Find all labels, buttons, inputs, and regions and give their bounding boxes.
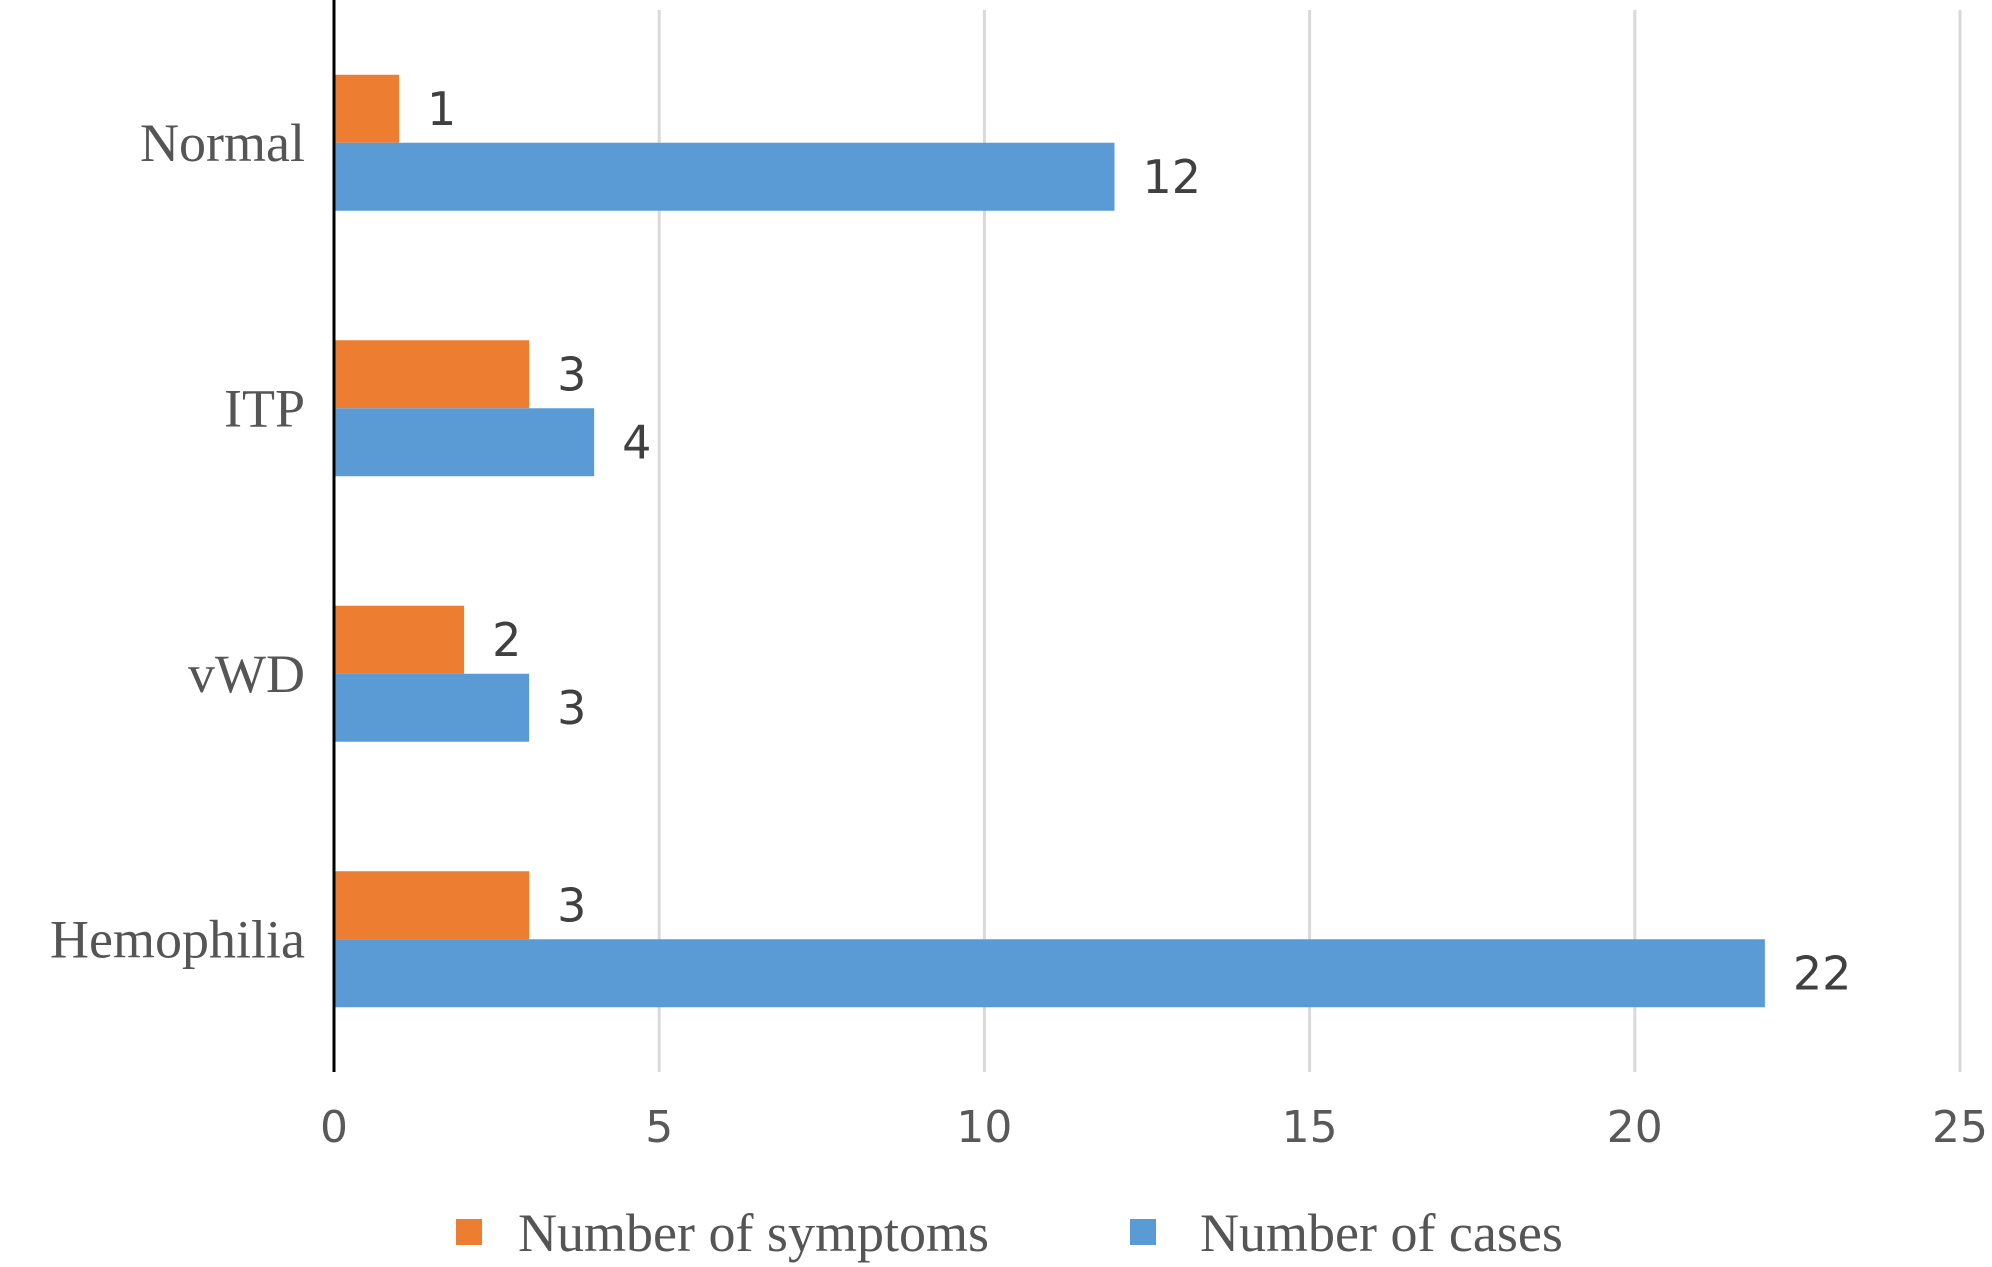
- x-tick-label: 0: [320, 1102, 348, 1153]
- legend: Number of symptoms Number of cases: [456, 1203, 1563, 1263]
- data-label: 3: [557, 347, 586, 401]
- bar-number-of-symptoms: [334, 605, 465, 674]
- bars: [334, 74, 1765, 1008]
- category-label: Normal: [140, 113, 305, 173]
- data-label: 3: [557, 681, 586, 735]
- legend-swatch-number-of-cases: [1130, 1219, 1156, 1245]
- bar-number-of-cases: [334, 142, 1115, 211]
- bar-number-of-symptoms: [334, 74, 400, 143]
- category-label: vWD: [188, 644, 305, 704]
- data-label: 2: [492, 613, 521, 667]
- legend-swatch-number-of-symptoms: [456, 1219, 482, 1245]
- legend-label: Number of symptoms: [518, 1203, 989, 1263]
- data-label: 3: [557, 878, 586, 932]
- x-tick-label: 20: [1607, 1102, 1663, 1153]
- value-axis-labels: 0 5 10 15 20 25: [320, 1102, 1988, 1153]
- category-label: ITP: [224, 378, 305, 438]
- bar-number-of-symptoms: [334, 871, 530, 940]
- data-label: 22: [1793, 946, 1852, 1000]
- category-label: Hemophilia: [50, 909, 305, 969]
- x-tick-label: 5: [645, 1102, 673, 1153]
- x-tick-label: 15: [1282, 1102, 1338, 1153]
- x-tick-label: 25: [1932, 1102, 1988, 1153]
- bar-number-of-cases: [334, 939, 1765, 1008]
- category-axis-labels: Normal ITP vWD Hemophilia: [50, 113, 305, 970]
- data-label: 4: [622, 415, 651, 469]
- data-label: 12: [1142, 150, 1201, 204]
- data-label: 1: [427, 82, 456, 136]
- bar-number-of-cases: [334, 673, 530, 742]
- bar-number-of-symptoms: [334, 340, 530, 409]
- x-tick-label: 10: [956, 1102, 1012, 1153]
- legend-label: Number of cases: [1200, 1203, 1563, 1263]
- bar-number-of-cases: [334, 408, 595, 477]
